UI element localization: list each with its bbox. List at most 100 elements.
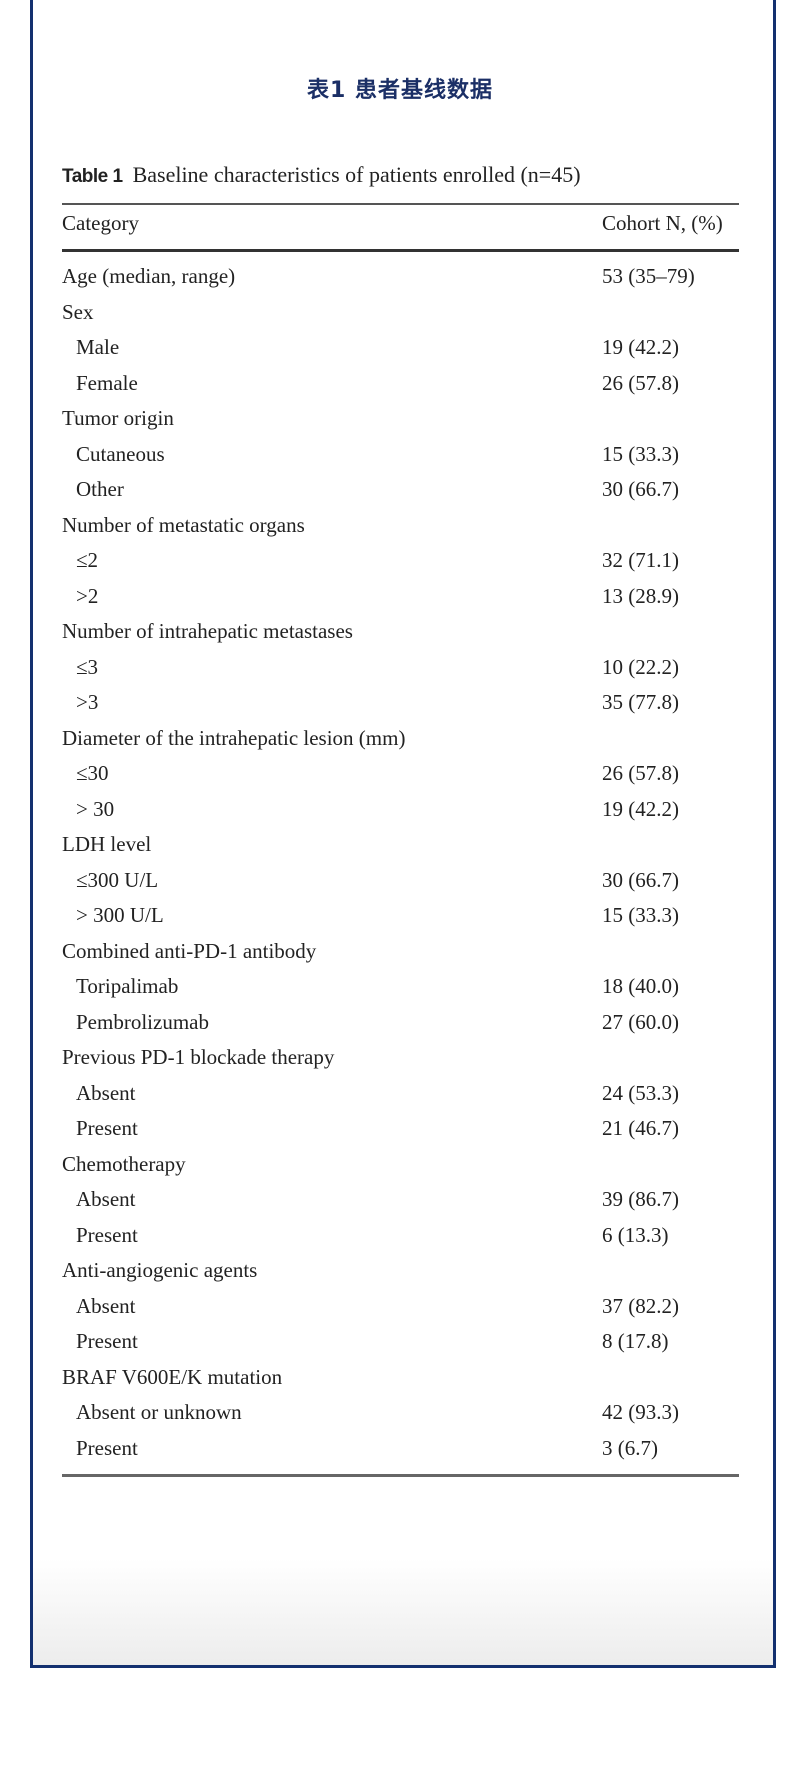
table-row: >2 13 (28.9) [62,584,739,614]
table-row: Chemotherapy [62,1152,739,1182]
row-value: 30 (66.7) [602,867,679,892]
row-value: 3 (6.7) [602,1435,658,1460]
row-category: Toripalimab [76,974,179,998]
row-value: 15 (33.3) [602,441,679,466]
row-value: 39 (86.7) [602,1187,679,1211]
row-value: 6 (13.3) [602,1222,669,1247]
row-value: 8 (17.8) [602,1329,669,1353]
table-row: Absent 39 (86.7) [62,1187,739,1217]
table-header: Category Cohort N, (%) [62,211,739,241]
row-category: Diameter of the intrahepatic lesion (mm) [62,725,406,750]
table-row: Female 26 (57.8) [62,371,739,401]
row-value: 21 (46.7) [602,1116,679,1140]
table-caption: Table 1 Baseline characteristics of patie… [62,162,581,188]
table-header-rule [62,249,739,252]
row-category: > 300 U/L [76,903,164,927]
row-value: 19 (42.2) [602,796,679,821]
row-category: Present [76,1116,138,1140]
row-value: 15 (33.3) [602,903,679,927]
row-category: Other [76,477,124,501]
row-category: Male [76,335,120,359]
table-row: BRAF V600E/K mutation [62,1365,739,1395]
row-category: Present [76,1329,138,1353]
row-category: ≤300 U/L [76,867,159,892]
table-row: Absent 37 (82.2) [62,1294,739,1324]
table-row: Other 30 (66.7) [62,477,739,507]
table-row: ≤2 32 (71.1) [62,548,739,578]
table-row: Anti-angiogenic agents [62,1258,739,1288]
table-row: ≤3 10 (22.2) [62,655,739,685]
table-row: Present 3 (6.7) [62,1436,739,1466]
table-bottom-rule [62,1474,739,1477]
table-row: Present 21 (46.7) [62,1116,739,1146]
row-value: 35 (77.8) [602,690,679,714]
column-header-category: Category [62,211,139,235]
row-value: 18 (40.0) [602,974,679,998]
table-row: Previous PD-1 blockade therapy [62,1045,739,1075]
table-row: LDH level [62,832,739,862]
row-value: 26 (57.8) [602,370,679,395]
row-category: Present [76,1222,138,1247]
row-value: 30 (66.7) [602,477,679,501]
row-value: 26 (57.8) [602,761,679,785]
table-row: ≤300 U/L 30 (66.7) [62,868,739,898]
table-row: >3 35 (77.8) [62,690,739,720]
table-caption-label: Table 1 [62,166,123,187]
row-category: >3 [76,690,99,714]
row-category: Tumor origin [62,406,174,430]
row-category: BRAF V600E/K mutation [62,1364,283,1389]
row-category: Absent [76,1293,136,1318]
page-title: 表1 患者基线数据 [307,78,493,103]
row-category: ≤2 [76,548,99,572]
row-category: Age (median, range) [62,264,236,288]
row-category: Previous PD-1 blockade therapy [62,1045,335,1069]
table-row: Number of intrahepatic metastases [62,619,739,649]
row-value: 19 (42.2) [602,335,679,359]
row-value: 53 (35–79) [602,264,695,288]
row-category: Sex [62,299,94,324]
table-row: ≤30 26 (57.8) [62,761,739,791]
table-row: Present 8 (17.8) [62,1329,739,1359]
row-category: Chemotherapy [62,1151,186,1176]
table-row: > 300 U/L 15 (33.3) [62,903,739,933]
content-frame [30,0,776,1668]
row-category: Anti-angiogenic agents [62,1258,258,1282]
row-category: Combined anti-PD-1 antibody [62,938,317,963]
table-row: Combined anti-PD-1 antibody [62,939,739,969]
row-value: 37 (82.2) [602,1293,679,1318]
table-caption-text: Baseline characteristics of patients enr… [132,162,581,187]
row-category: Absent [76,1080,136,1105]
table-row: Number of metastatic organs [62,513,739,543]
row-value: 24 (53.3) [602,1080,679,1105]
table-row: > 30 19 (42.2) [62,797,739,827]
row-category: Pembrolizumab [76,1009,209,1034]
row-category: Present [76,1435,138,1460]
row-category: ≤30 [76,761,109,785]
table-row: Pembrolizumab 27 (60.0) [62,1010,739,1040]
row-category: Number of intrahepatic metastases [62,619,353,643]
table-row: Cutaneous 15 (33.3) [62,442,739,472]
row-category: Absent [76,1187,136,1211]
row-category: Number of metastatic organs [62,512,305,537]
row-category: > 30 [76,796,115,821]
table-row: Present 6 (13.3) [62,1223,739,1253]
row-category: Cutaneous [76,441,165,466]
table-row: Sex [62,300,739,330]
table-row: Male 19 (42.2) [62,335,739,365]
row-category: LDH level [62,832,152,856]
column-header-cohort: Cohort N, (%) [602,211,723,235]
row-category: Female [76,370,138,395]
row-value: 27 (60.0) [602,1009,679,1034]
table-top-rule [62,203,739,205]
row-value: 42 (93.3) [602,1400,679,1424]
row-category: ≤3 [76,654,99,679]
table-row: Tumor origin [62,406,739,436]
row-category: Absent or unknown [76,1400,242,1424]
table-row: Age (median, range) 53 (35–79) [62,264,739,294]
row-value: 32 (71.1) [602,548,679,572]
table-row: Absent 24 (53.3) [62,1081,739,1111]
table-row: Diameter of the intrahepatic lesion (mm) [62,726,739,756]
row-value: 13 (28.9) [602,583,679,608]
table-row: Toripalimab 18 (40.0) [62,974,739,1004]
table-row: Absent or unknown 42 (93.3) [62,1400,739,1430]
